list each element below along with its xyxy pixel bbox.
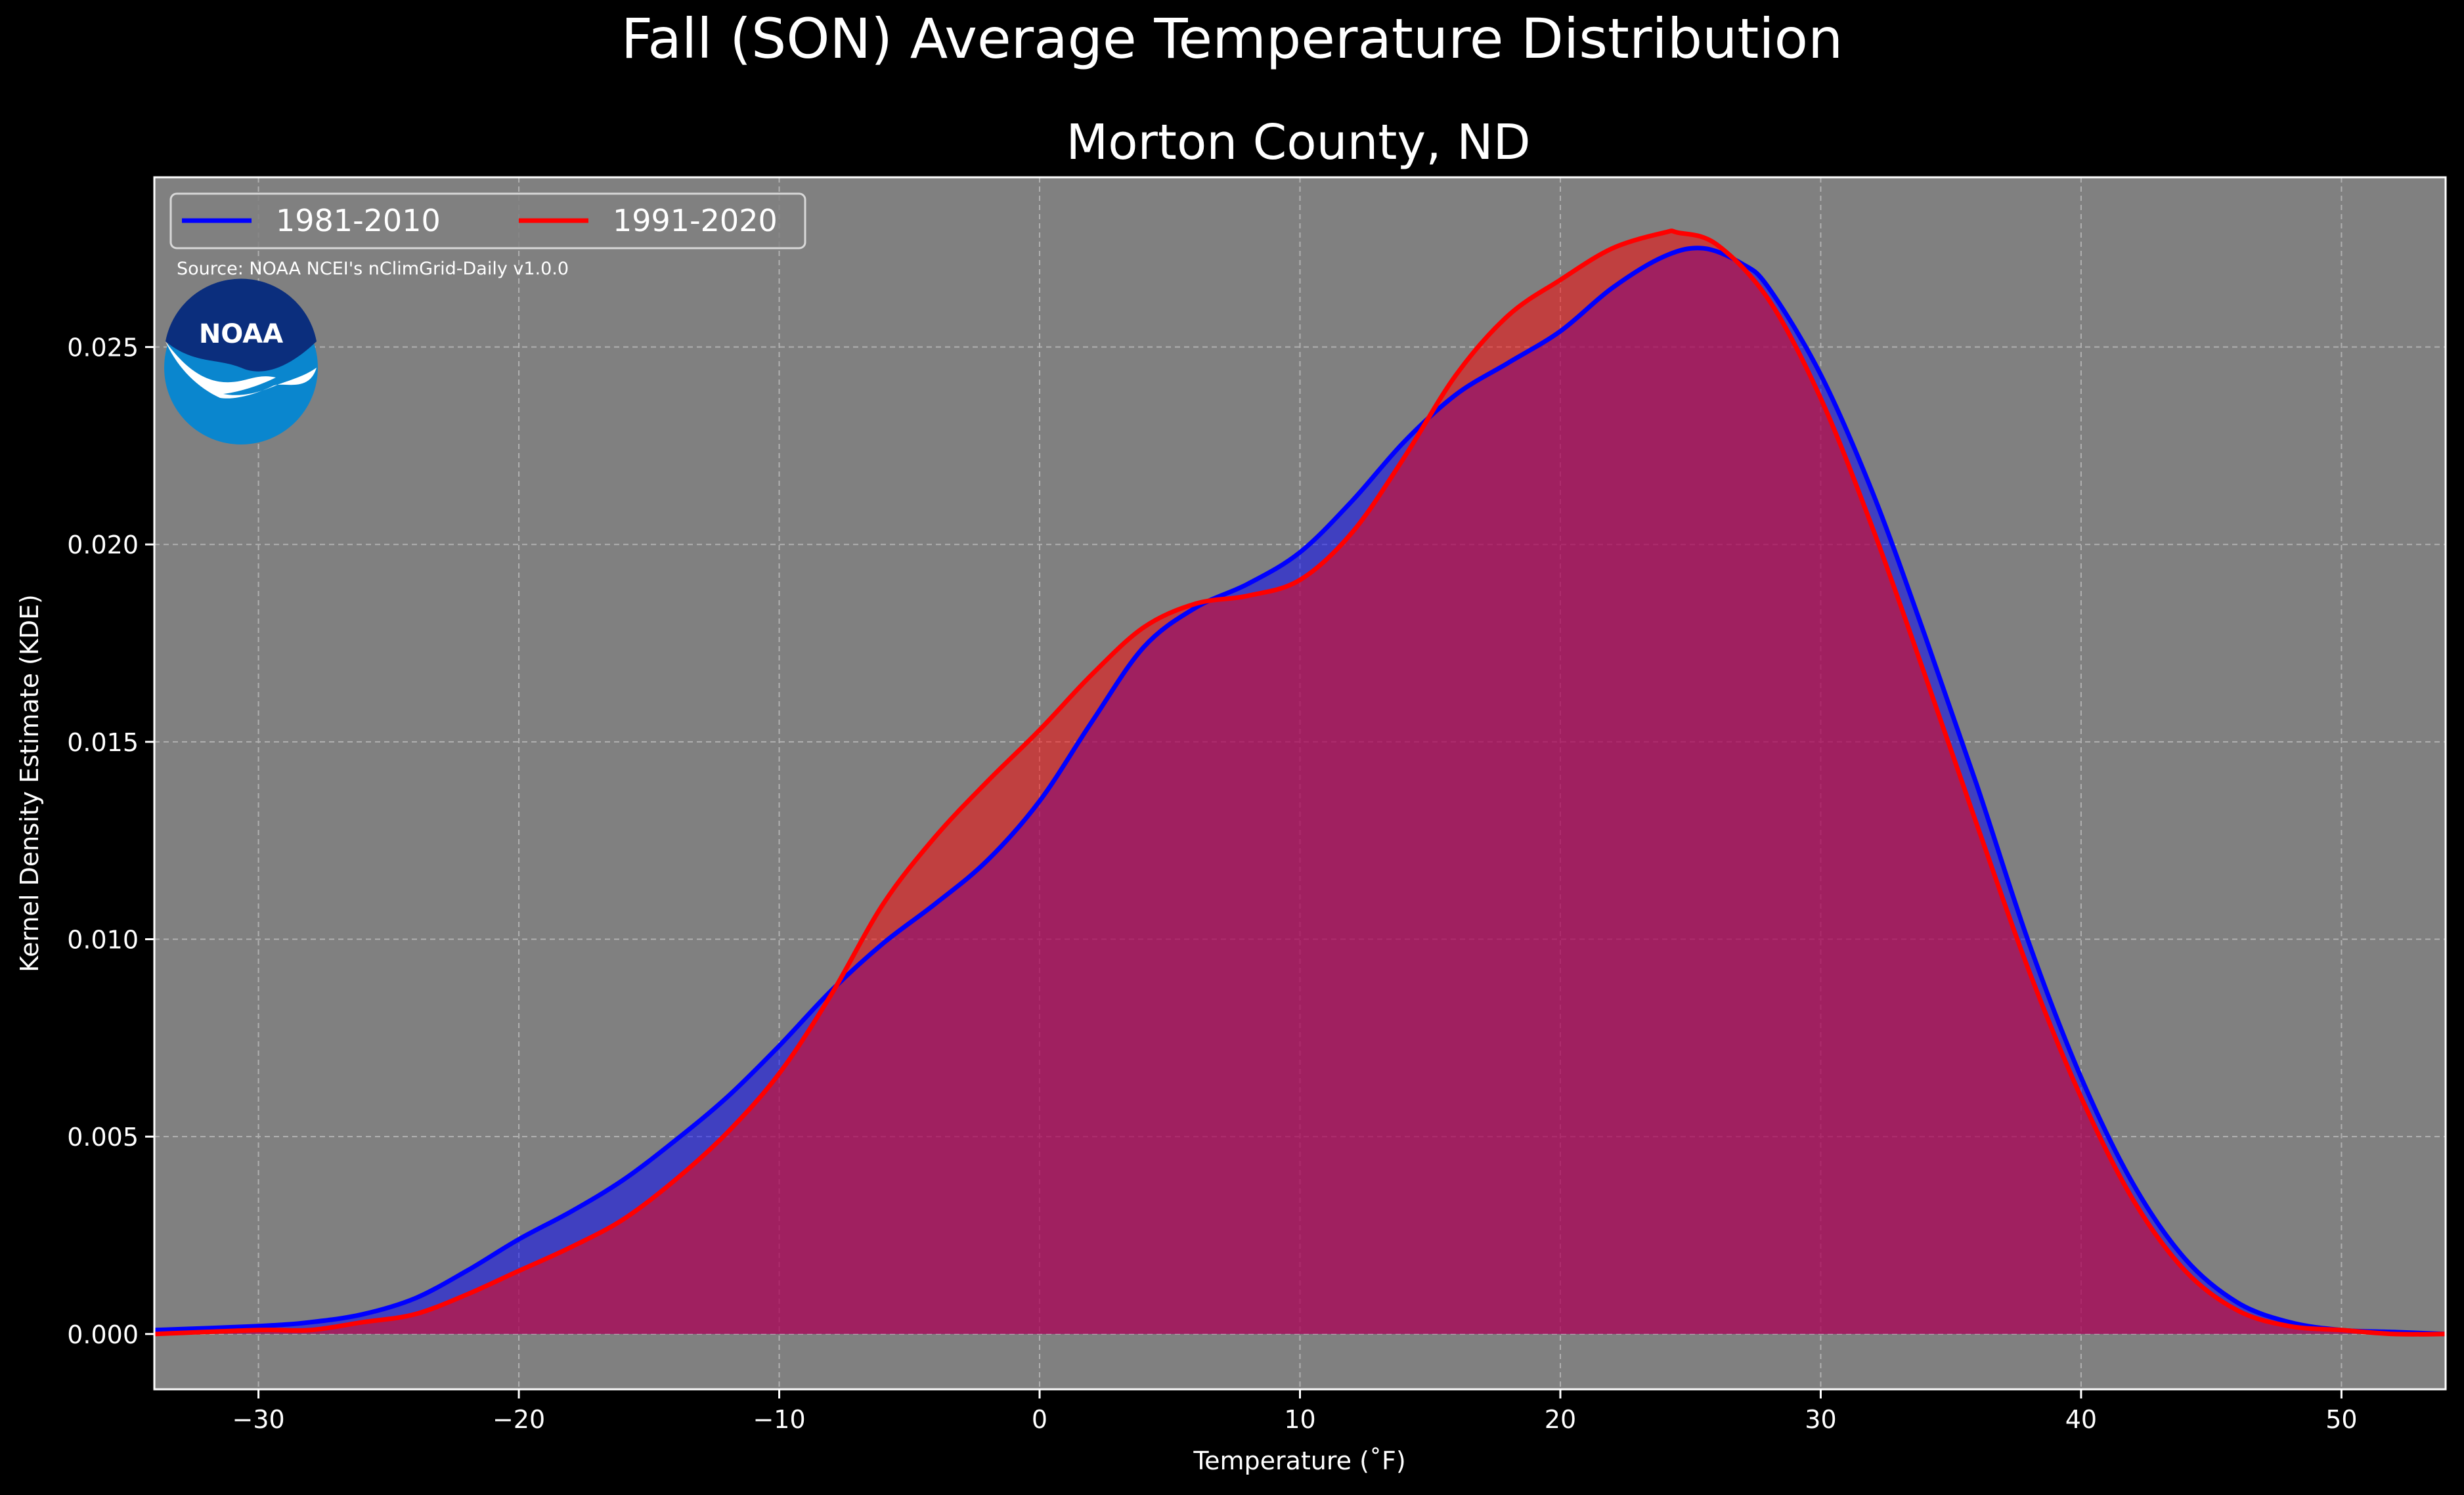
- y-tick-label: 0.025: [67, 334, 139, 362]
- series-areas: [154, 230, 2446, 1335]
- x-tick-label: −20: [493, 1405, 545, 1434]
- x-tick-label: −10: [753, 1405, 805, 1434]
- y-axis-ticks: 0.000 0.005 0.010 0.015 0.020 0.025: [67, 334, 154, 1349]
- grid: [154, 177, 2446, 1389]
- source-note: Source: NOAA NCEI's nClimGrid-Daily v1.0…: [177, 259, 569, 279]
- y-tick-label: 0.000: [67, 1320, 139, 1349]
- x-axis-ticks: −30 −20 −10 0 10 20 30 40 50: [232, 1389, 2358, 1434]
- figure-suptitle: Fall (SON) Average Temperature Distribut…: [621, 7, 1843, 71]
- legend: 1981-2010 1991-2020: [169, 192, 806, 249]
- x-tick-label: 30: [1805, 1405, 1836, 1434]
- x-tick-label: −30: [232, 1405, 284, 1434]
- x-tick-label: 0: [1032, 1405, 1047, 1434]
- y-tick-label: 0.005: [67, 1123, 139, 1152]
- legend-box: [169, 192, 806, 249]
- legend-label-1991-2020: 1991-2020: [613, 203, 778, 238]
- x-tick-label: 50: [2325, 1405, 2357, 1434]
- chart-title: Morton County, ND: [1066, 114, 1530, 171]
- y-tick-label: 0.015: [67, 728, 139, 757]
- x-tick-label: 40: [2065, 1405, 2097, 1434]
- y-tick-label: 0.010: [67, 926, 139, 955]
- line-series-1991-2020: [154, 228, 2446, 1337]
- legend-label-1981-2010: 1981-2010: [276, 203, 441, 238]
- line-series-1981-2010: [154, 246, 2446, 1337]
- x-tick-label: 10: [1284, 1405, 1315, 1434]
- noaa-logo-icon: NOAA: [164, 278, 318, 444]
- y-tick-label: 0.020: [67, 531, 139, 559]
- noaa-logo-text: NOAA: [199, 319, 283, 349]
- y-axis-label: Kernel Density Estimate (KDE): [15, 594, 44, 972]
- area-series-1991-2020: [154, 230, 2446, 1335]
- x-axis-label: Temperature (˚F): [1193, 1446, 1405, 1475]
- series-lines: [154, 228, 2446, 1337]
- x-tick-label: 20: [1545, 1405, 1576, 1434]
